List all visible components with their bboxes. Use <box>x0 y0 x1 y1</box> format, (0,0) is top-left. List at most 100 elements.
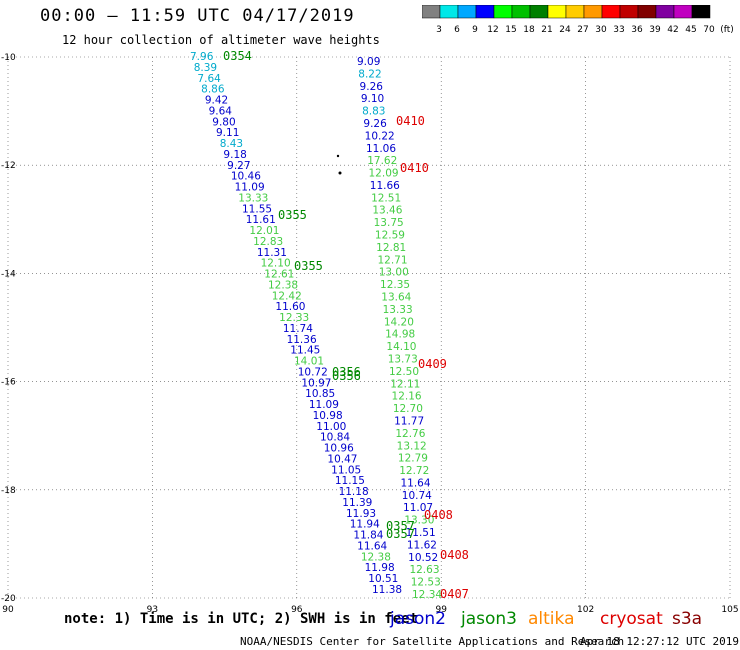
track-east-value: 11.62 <box>407 539 437 551</box>
y-tick-label: -10 <box>1 53 16 63</box>
track-west-value: 8.39 <box>194 62 217 74</box>
colorbar-label: 15 <box>505 25 516 35</box>
track-west-value: 11.61 <box>246 214 276 226</box>
track-west-value: 10.85 <box>305 388 335 400</box>
track-west-value: 11.60 <box>275 301 305 313</box>
y-tick-label: -18 <box>1 486 16 496</box>
track-east-value: 12.50 <box>389 366 419 378</box>
track-west-value: 11.18 <box>339 486 369 498</box>
track-east-value: 11.77 <box>394 415 424 427</box>
track-east-value: 14.10 <box>386 341 416 353</box>
track-west-value: 10.84 <box>320 432 350 444</box>
track-west-value: 7.64 <box>197 73 221 85</box>
page-title: 00:00 — 11:59 UTC 04/17/2019 <box>40 6 355 26</box>
track-west-value: 11.74 <box>283 323 313 335</box>
y-tick-label: -14 <box>1 269 16 279</box>
colorbar-label: 6 <box>454 25 460 35</box>
track-west-value: 12.38 <box>268 279 298 291</box>
track-east-value: 12.81 <box>376 242 406 254</box>
legend-altika: altika <box>528 609 575 629</box>
track-east-value: 12.11 <box>390 378 420 390</box>
pass-time-label: 0356 <box>332 365 361 379</box>
track-east-value: 12.79 <box>398 453 428 465</box>
track-east-value: 9.26 <box>363 118 387 130</box>
x-tick-label: 93 <box>147 605 158 615</box>
x-tick-label: 105 <box>721 605 738 615</box>
colorbar-label: 36 <box>631 25 643 35</box>
track-east-value: 13.64 <box>381 292 411 304</box>
track-east-value: 12.34 <box>412 589 442 601</box>
track-east-value: 12.70 <box>393 403 423 415</box>
track-west-value: 9.11 <box>216 127 239 139</box>
track-east-value: 8.22 <box>358 68 381 80</box>
track-west-value: 9.80 <box>212 116 235 128</box>
track-east-value: 13.73 <box>388 353 418 365</box>
track-west-value: 12.01 <box>249 225 279 237</box>
track-east-value: 11.64 <box>400 477 430 489</box>
pass-time-label: 0357 <box>386 527 415 541</box>
colorbar-label: 30 <box>595 25 607 35</box>
track-west-value: 12.61 <box>264 269 294 281</box>
legend-cryosat: cryosat <box>600 609 663 629</box>
track-east-value: 17.62 <box>367 155 397 167</box>
track-west-value: 12.83 <box>253 236 283 248</box>
track-east-value: 11.06 <box>366 143 396 155</box>
track-west-value: 11.31 <box>257 247 287 259</box>
track-east-value: 8.83 <box>362 106 385 118</box>
track-west-value: 11.09 <box>235 182 265 194</box>
colorbar-label: 21 <box>541 25 552 35</box>
track-west-value: 10.51 <box>368 573 398 585</box>
track-east-value: 13.46 <box>372 205 402 217</box>
track-west-value: 11.98 <box>365 562 395 574</box>
track-east-value: 13.75 <box>374 217 404 229</box>
track-west-value: 10.72 <box>298 366 328 378</box>
colorbar-label: 45 <box>685 25 696 35</box>
pass-time-label: 0410 <box>400 161 429 175</box>
pass-time-label: 0408 <box>424 508 453 522</box>
y-tick-label: -12 <box>1 161 16 171</box>
track-east-value: 12.53 <box>411 577 441 589</box>
track-west-value: 11.39 <box>342 497 372 509</box>
track-west-value: 11.09 <box>309 399 339 411</box>
track-west-value: 11.15 <box>335 475 365 487</box>
track-west-value: 10.47 <box>327 453 357 465</box>
track-west-value: 12.42 <box>272 290 302 302</box>
pass-time-label: 0355 <box>278 208 307 222</box>
pass-time-label: 0407 <box>440 587 469 601</box>
track-east-value: 13.00 <box>379 267 409 279</box>
pass-time-label: 0409 <box>418 357 447 371</box>
track-west-value: 8.43 <box>220 138 243 150</box>
footer-timestamp: Apr 18 12:27:12 UTC 2019 <box>580 635 739 648</box>
track-east-value: 13.12 <box>397 440 427 452</box>
y-tick-label: -16 <box>1 378 16 388</box>
legend-s3a: s3a <box>672 609 703 629</box>
track-west-value: 11.94 <box>350 519 380 531</box>
track-east-value: 13.30 <box>404 515 434 527</box>
track-east-value: 10.74 <box>402 490 432 502</box>
footer-credit: NOAA/NESDIS Center for Satellite Applica… <box>240 635 625 648</box>
x-tick-label: 102 <box>577 605 594 615</box>
track-east-value: 12.63 <box>409 564 439 576</box>
legend-jason3: jason3 <box>461 609 517 629</box>
track-east-value: 11.66 <box>370 180 400 192</box>
track-west-value: 9.42 <box>205 95 228 107</box>
track-west-value: 11.05 <box>331 464 361 476</box>
track-west-value: 14.01 <box>294 356 324 368</box>
track-west-value: 12.33 <box>279 312 309 324</box>
track-west-value: 11.38 <box>372 584 402 596</box>
track-east-value: 12.76 <box>395 428 425 440</box>
colorbar-label: (ft) <box>720 25 734 35</box>
track-west-value: 9.64 <box>209 105 233 117</box>
track-east-value: 9.26 <box>360 81 384 93</box>
legend-jason2: jason2 <box>390 609 446 629</box>
colorbar-label: 24 <box>559 25 571 35</box>
track-west-value: 9.27 <box>227 160 250 172</box>
track-east-value: 9.10 <box>361 93 384 105</box>
pass-time-label: 0355 <box>294 259 323 273</box>
track-west-value: 11.93 <box>346 508 376 520</box>
track-west-value: 11.45 <box>290 345 320 357</box>
y-tick-label: -20 <box>1 594 16 604</box>
pass-time-label: 0408 <box>440 548 469 562</box>
colorbar-label: 42 <box>667 25 678 35</box>
